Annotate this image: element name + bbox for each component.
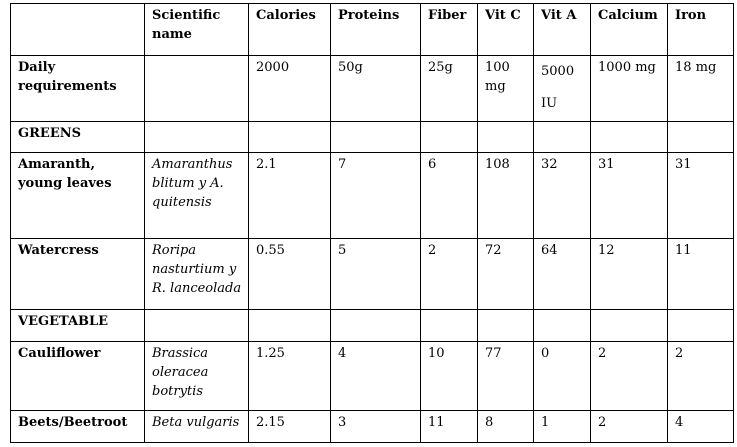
section-empty-cell: [144, 309, 249, 342]
beets-vit-a: 1: [533, 410, 591, 443]
section-empty-cell: [330, 309, 421, 342]
watercress-vit-a: 64: [533, 238, 591, 310]
cauliflower-calcium: 2: [590, 341, 668, 411]
header-blank-cell: [10, 3, 145, 56]
watercress-calories: 0.55: [248, 238, 331, 310]
watercress-fiber: 2: [420, 238, 478, 310]
cauliflower-vit-c: 77: [477, 341, 534, 411]
row-label-cauliflower: Cauliflower: [10, 341, 145, 411]
cauliflower-fiber: 10: [420, 341, 478, 411]
table-row-cauliflower: Cauliflower Brassica oleracea botrytis 1…: [10, 341, 734, 411]
header-scientific-name: Scientific name: [144, 3, 249, 56]
amaranth-calcium: 31: [590, 152, 668, 239]
watercress-vit-c: 72: [477, 238, 534, 310]
section-empty-cell: [533, 121, 591, 153]
cauliflower-iron: 2: [667, 341, 734, 411]
beets-fiber: 11: [420, 410, 478, 443]
cauliflower-proteins: 4: [330, 341, 421, 411]
table-row-daily-requirements: Daily requirements 2000 50g 25g 100 mg 5…: [10, 55, 734, 122]
amaranth-vit-c: 108: [477, 152, 534, 239]
section-empty-cell: [144, 121, 249, 153]
header-iron: Iron: [667, 3, 734, 56]
amaranth-vit-a: 32: [533, 152, 591, 239]
daily-iron: 18 mg: [667, 55, 734, 122]
header-vit-c: Vit C: [477, 3, 534, 56]
amaranth-fiber: 6: [420, 152, 478, 239]
table-row-watercress: Watercress Roripa nasturtium y R. lanceo…: [10, 238, 734, 310]
section-empty-cell: [248, 309, 331, 342]
header-vit-a: Vit A: [533, 3, 591, 56]
amaranth-scientific-name: Amaranthus blitum y A. quitensis: [144, 152, 249, 239]
watercress-iron: 11: [667, 238, 734, 310]
section-empty-cell: [667, 121, 734, 153]
table-row-amaranth: Amaranth, young leaves Amaranthus blitum…: [10, 152, 734, 239]
section-empty-cell: [590, 121, 668, 153]
daily-fiber: 25g: [420, 55, 478, 122]
table-row-beets: Beets/Beetroot Beta vulgaris 2.15 3 11 8…: [10, 410, 734, 443]
section-label-vegetable: VEGETABLE: [10, 309, 145, 342]
row-label-amaranth: Amaranth, young leaves: [10, 152, 145, 239]
amaranth-proteins: 7: [330, 152, 421, 239]
daily-proteins: 50g: [330, 55, 421, 122]
daily-calories: 2000: [248, 55, 331, 122]
amaranth-calories: 2.1: [248, 152, 331, 239]
cauliflower-vit-a: 0: [533, 341, 591, 411]
section-empty-cell: [477, 309, 534, 342]
section-empty-cell: [420, 121, 478, 153]
row-label-watercress: Watercress: [10, 238, 145, 310]
watercress-scientific-name: Roripa nasturtium y R. lanceolada: [144, 238, 249, 310]
section-empty-cell: [667, 309, 734, 342]
beets-vit-c: 8: [477, 410, 534, 443]
beets-scientific-name: Beta vulgaris: [144, 410, 249, 443]
daily-vit-c: 100 mg: [477, 55, 534, 122]
header-calories: Calories: [248, 3, 331, 56]
section-empty-cell: [477, 121, 534, 153]
daily-calcium: 1000 mg: [590, 55, 668, 122]
cauliflower-calories: 1.25: [248, 341, 331, 411]
row-label-daily-requirements: Daily requirements: [10, 55, 145, 122]
beets-iron: 4: [667, 410, 734, 443]
daily-vit-a: 5000 IU: [533, 55, 591, 122]
row-label-beets: Beets/Beetroot: [10, 410, 145, 443]
amaranth-iron: 31: [667, 152, 734, 239]
section-empty-cell: [330, 121, 421, 153]
beets-proteins: 3: [330, 410, 421, 443]
header-row: Scientific name Calories Proteins Fiber …: [10, 3, 734, 56]
section-empty-cell: [590, 309, 668, 342]
daily-scientific-name: [144, 55, 249, 122]
header-proteins: Proteins: [330, 3, 421, 56]
cauliflower-scientific-name: Brassica oleracea botrytis: [144, 341, 249, 411]
section-empty-cell: [420, 309, 478, 342]
section-row-vegetable: VEGETABLE: [10, 309, 734, 342]
beets-calories: 2.15: [248, 410, 331, 443]
section-label-greens: GREENS: [10, 121, 145, 153]
beets-calcium: 2: [590, 410, 668, 443]
section-empty-cell: [533, 309, 591, 342]
section-empty-cell: [248, 121, 331, 153]
header-fiber: Fiber: [420, 3, 478, 56]
watercress-calcium: 12: [590, 238, 668, 310]
section-row-greens: GREENS: [10, 121, 734, 153]
nutrition-table: Scientific name Calories Proteins Fiber …: [10, 3, 734, 443]
watercress-proteins: 5: [330, 238, 421, 310]
header-calcium: Calcium: [590, 3, 668, 56]
